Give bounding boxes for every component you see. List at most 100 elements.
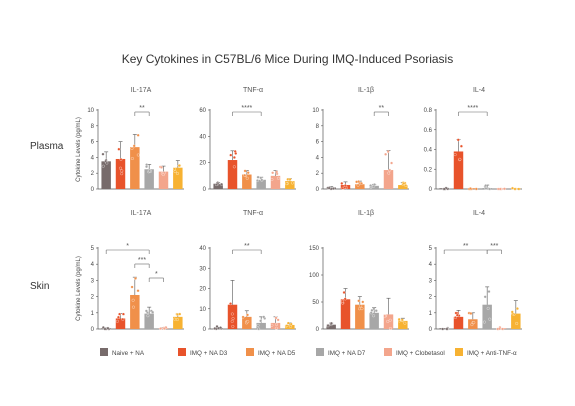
bar: [468, 188, 478, 189]
panel-title: IL-1β: [358, 87, 374, 94]
data-point: [101, 152, 105, 156]
data-point: [144, 309, 148, 313]
data-point: [510, 310, 514, 314]
data-point: [513, 187, 517, 191]
y-tick-label: 10: [87, 108, 94, 114]
data-point: [121, 312, 125, 316]
data-point: [136, 289, 140, 293]
legend-swatch: [178, 348, 186, 356]
legend-label: IMQ + NA D7: [328, 350, 366, 357]
legend-label: IMQ + Clobetasol: [396, 350, 445, 357]
data-point: [357, 299, 361, 303]
data-point: [386, 150, 390, 154]
y-tick-label: 0: [429, 187, 433, 193]
y-tick-label: 20: [199, 287, 206, 293]
y-tick-label: 3: [91, 278, 95, 284]
bar: [256, 179, 266, 189]
data-point: [442, 187, 446, 191]
data-point: [400, 318, 404, 322]
data-point: [497, 327, 501, 331]
bar: [326, 324, 336, 329]
y-tick-label: 0: [203, 187, 207, 193]
data-point: [145, 165, 148, 169]
panel-title: IL-17A: [131, 210, 152, 217]
data-point: [121, 317, 125, 321]
y-tick-label: 1: [91, 311, 95, 317]
data-point: [245, 176, 249, 180]
data-point: [257, 327, 261, 331]
data-point: [340, 181, 344, 185]
data-point: [289, 322, 293, 326]
data-point: [103, 327, 107, 331]
data-point: [246, 320, 250, 324]
bar: [398, 185, 408, 189]
data-point: [219, 326, 222, 330]
bar: [511, 313, 521, 329]
y-tick-label: 6: [91, 140, 95, 146]
bar: [439, 328, 449, 329]
legend-swatch: [455, 348, 463, 356]
bar: [158, 171, 169, 189]
data-point: [176, 313, 179, 316]
y-tick-label: 0.8: [424, 108, 433, 114]
data-point: [503, 187, 506, 191]
data-point: [403, 321, 407, 325]
data-point: [441, 327, 445, 331]
data-point: [275, 323, 278, 326]
data-point: [388, 318, 392, 322]
data-point: [341, 299, 344, 303]
y-tick-label: 0: [91, 187, 95, 193]
y-tick-label: 4: [316, 155, 320, 161]
panel-title: IL-4: [473, 210, 485, 217]
data-point: [234, 151, 238, 155]
bar: [130, 147, 140, 189]
bar: [270, 322, 281, 329]
data-point: [130, 157, 134, 160]
data-point: [358, 307, 362, 311]
y-tick-label: 2: [91, 295, 95, 301]
data-point: [162, 171, 166, 175]
y-tick-label: 0.4: [424, 148, 433, 154]
data-point: [372, 314, 376, 318]
data-point: [455, 313, 459, 317]
y-tick-label: 10: [199, 307, 206, 313]
data-point: [243, 173, 247, 177]
y-tick-label: 2: [429, 295, 433, 301]
data-point: [172, 167, 176, 171]
y-tick-label: 5: [429, 246, 433, 252]
y-axis-label: Cytokine Levels (pg/mL): [76, 256, 82, 321]
data-point: [369, 311, 373, 315]
data-point: [387, 171, 391, 175]
data-point: [355, 180, 359, 184]
data-point: [469, 312, 473, 315]
data-point: [286, 321, 290, 325]
data-point: [484, 187, 488, 190]
data-point: [220, 182, 224, 186]
data-point: [275, 170, 279, 174]
data-point: [360, 307, 364, 311]
data-point: [386, 319, 390, 323]
panel-title: TNF-α: [243, 87, 263, 94]
data-point: [402, 182, 406, 185]
data-point: [372, 307, 376, 311]
y-tick-label: 3: [429, 278, 433, 284]
bar: [355, 184, 365, 189]
data-point: [232, 165, 236, 169]
bar: [285, 181, 295, 189]
row-label: Skin: [30, 281, 49, 292]
data-point: [120, 169, 124, 173]
data-point: [285, 182, 289, 186]
y-tick-label: 0: [316, 187, 320, 193]
data-point: [136, 153, 140, 157]
data-point: [271, 171, 275, 175]
bar: [101, 161, 111, 189]
legend-swatch: [246, 348, 254, 356]
data-point: [120, 172, 124, 176]
y-tick-label: 50: [312, 300, 319, 306]
bar: [398, 320, 408, 329]
significance-label: ***: [138, 257, 146, 264]
data-point: [388, 327, 392, 330]
data-point: [241, 315, 245, 319]
y-tick-label: 5: [91, 246, 95, 252]
